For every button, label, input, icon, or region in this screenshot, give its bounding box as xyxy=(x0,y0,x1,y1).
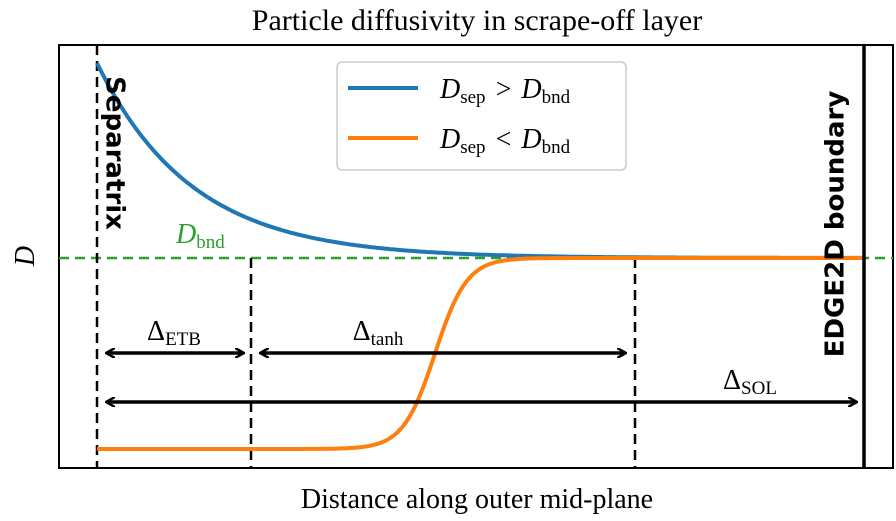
symbol: D xyxy=(520,124,541,155)
symbol: Δ xyxy=(353,316,371,347)
bnd-label: Dbnd xyxy=(175,219,225,253)
sol-label: ΔSOL xyxy=(723,365,777,399)
plot-frame xyxy=(58,44,894,469)
operator: > xyxy=(496,74,512,105)
subscript: SOL xyxy=(741,378,777,399)
x-axis-label: Distance along outer mid-plane xyxy=(301,484,653,515)
subscript: sep xyxy=(460,137,485,158)
separatrix-label: Separatrix xyxy=(100,76,130,230)
legend-entry: Dsep < Dbnd xyxy=(439,124,571,158)
symbol: D xyxy=(439,74,460,105)
title: Particle diffusivity in scrape-off layer xyxy=(252,4,702,37)
tanh-label: Δtanh xyxy=(353,316,404,350)
subscript: bnd xyxy=(196,232,225,253)
subscript: sep xyxy=(460,87,485,108)
y-axis-label: D xyxy=(10,246,41,267)
symbol: D xyxy=(175,219,196,250)
subscript: tanh xyxy=(371,329,404,350)
curve-low xyxy=(97,256,862,451)
subscript: bnd xyxy=(542,87,571,108)
subscript: ETB xyxy=(165,329,201,350)
symbol: D xyxy=(439,124,460,155)
legend-entry: Dsep > Dbnd xyxy=(439,74,571,108)
symbol: Δ xyxy=(147,316,165,347)
symbol: D xyxy=(520,74,541,105)
operator: < xyxy=(496,124,512,155)
etb-label: ΔETB xyxy=(147,316,201,350)
subscript: bnd xyxy=(542,137,571,158)
boundary-label: EDGE2D boundary xyxy=(821,91,851,358)
symbol: Δ xyxy=(723,365,741,396)
